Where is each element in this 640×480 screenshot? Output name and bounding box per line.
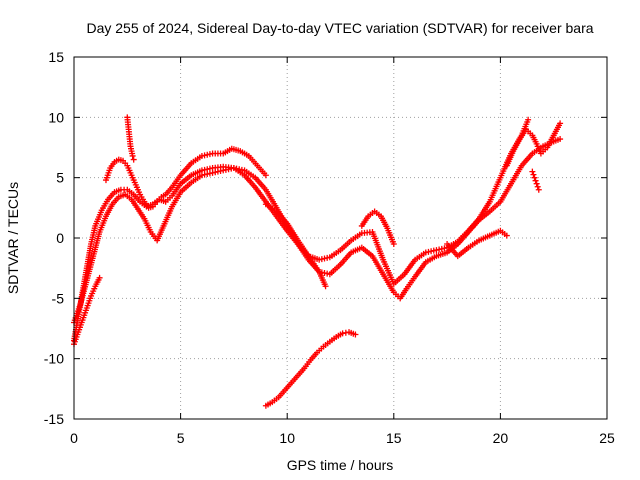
y-tick-label: 5: [56, 170, 64, 186]
series-track-j: [262, 201, 329, 290]
data-point: [535, 186, 542, 193]
data-series: [71, 114, 564, 409]
data-point: [503, 232, 510, 239]
data-point-interp: [532, 177, 539, 184]
y-tick-label: -15: [44, 411, 64, 427]
y-tick-label: 15: [48, 49, 64, 65]
series-track-k: [444, 227, 510, 260]
series-track-b: [71, 136, 564, 326]
data-point: [529, 168, 536, 175]
data-point: [557, 120, 564, 127]
y-tick-label: 0: [56, 230, 64, 246]
series-track-d: [102, 145, 269, 211]
series-track-i: [529, 168, 542, 193]
data-point: [533, 180, 540, 187]
x-tick-label: 10: [279, 430, 295, 446]
data-point: [557, 136, 564, 143]
series-track-e: [124, 114, 137, 163]
x-tick-label: 0: [70, 430, 78, 446]
data-point-interp: [530, 171, 537, 178]
chart-title: Day 255 of 2024, Sidereal Day-to-day VTE…: [86, 20, 593, 36]
y-axis-label: SDTVAR / TECUs: [5, 182, 21, 294]
data-point: [525, 116, 532, 123]
data-point: [129, 152, 136, 159]
data-point: [352, 331, 359, 338]
data-point-interp: [534, 183, 541, 190]
x-tick-label: 25: [599, 430, 615, 446]
x-axis-label: GPS time / hours: [287, 457, 394, 473]
grid: [74, 57, 607, 419]
y-tick-label: 10: [48, 109, 64, 125]
y-tick-label: -10: [44, 351, 64, 367]
x-tick-label: 15: [386, 430, 402, 446]
x-tick-label: 5: [177, 430, 185, 446]
x-tick-label: 20: [493, 430, 509, 446]
series-track-g: [358, 208, 397, 248]
data-point: [531, 174, 538, 181]
series-track-h: [503, 120, 564, 169]
data-point: [390, 241, 397, 248]
data-point: [96, 274, 103, 281]
series-track-f: [262, 329, 359, 409]
data-point: [130, 156, 137, 163]
data-point: [322, 283, 329, 290]
data-point: [262, 172, 269, 179]
series-track-a: [71, 116, 532, 344]
axis-ticks: 0 5 10 15 20 25 -15 -10 -5 0 5 10 15: [44, 49, 615, 446]
y-tick-label: -5: [52, 290, 65, 306]
